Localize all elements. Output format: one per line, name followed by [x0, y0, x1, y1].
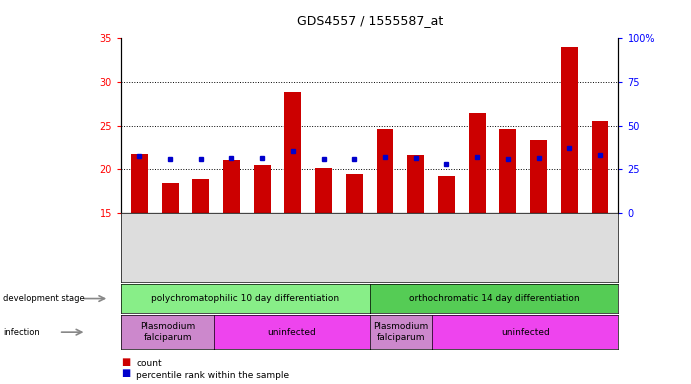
Text: orthochromatic 14 day differentiation: orthochromatic 14 day differentiation: [409, 294, 579, 303]
Bar: [192, 179, 209, 213]
Text: percentile rank within the sample: percentile rank within the sample: [136, 371, 290, 380]
Bar: [131, 154, 148, 213]
Text: GDS4557 / 1555587_at: GDS4557 / 1555587_at: [296, 14, 443, 27]
Bar: [254, 165, 271, 213]
Bar: [285, 92, 301, 213]
Bar: [591, 121, 609, 213]
Text: infection: infection: [3, 328, 40, 337]
Text: Plasmodium
falciparum: Plasmodium falciparum: [140, 323, 195, 342]
Text: development stage: development stage: [3, 294, 85, 303]
Text: uninfected: uninfected: [501, 328, 549, 337]
Text: ■: ■: [121, 368, 130, 378]
Bar: [438, 175, 455, 213]
Bar: [223, 160, 240, 213]
Text: count: count: [136, 359, 162, 368]
Bar: [315, 168, 332, 213]
Bar: [468, 113, 486, 213]
Bar: [407, 156, 424, 213]
Bar: [530, 140, 547, 213]
Text: polychromatophilic 10 day differentiation: polychromatophilic 10 day differentiatio…: [151, 294, 339, 303]
Bar: [346, 174, 363, 213]
Bar: [162, 182, 178, 213]
Bar: [377, 129, 393, 213]
Text: uninfected: uninfected: [267, 328, 316, 337]
Text: Plasmodium
falciparum: Plasmodium falciparum: [373, 323, 428, 342]
Bar: [561, 47, 578, 213]
Text: ■: ■: [121, 357, 130, 367]
Bar: [500, 129, 516, 213]
